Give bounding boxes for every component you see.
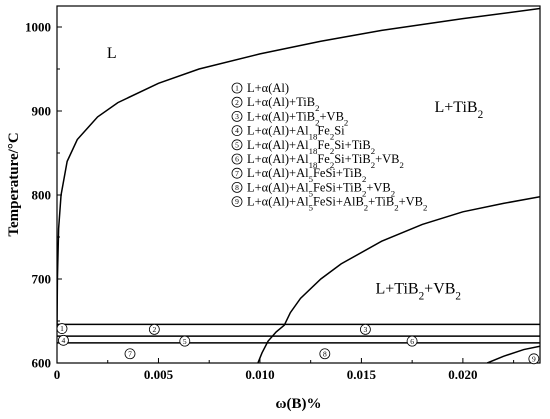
svg-text:5: 5 [183,337,187,346]
svg-text:4: 4 [235,126,239,135]
svg-text:6: 6 [235,155,239,164]
legend-entry-7: L+α(Al)+Al5FeSi+TiB2 [247,166,366,184]
legend-entry-4: L+α(Al)+Al18Fe2Si [247,124,345,142]
legend-marker-6: 6 [231,153,243,165]
phase-boundaries [57,7,540,363]
boundary-line-1 [57,7,540,330]
region-marker-7: 7 [124,348,136,360]
svg-text:7: 7 [128,349,132,358]
x-axis-title: ω(B)% [276,396,322,412]
y-tick-label: 900 [32,104,52,119]
y-tick-label: 800 [32,188,52,203]
x-tick-label: 0.020 [448,367,477,382]
svg-text:9: 9 [532,354,536,363]
svg-text:6: 6 [410,337,414,346]
plot-markers: 1 2 3 4 5 6 7 8 9 [56,323,540,365]
svg-text:3: 3 [364,325,368,334]
legend-entry-9: L+α(Al)+Al5FeSi+AlB2+TiB2+VB2 [247,195,427,213]
legend-marker-2: 2 [231,96,243,108]
boundary-line-2 [257,195,540,363]
svg-text:8: 8 [323,349,327,358]
legend-marker-1: 1 [231,82,243,94]
x-tick-label: 0 [54,367,61,382]
y-tick-label: 600 [32,356,52,371]
legend-marker-4: 4 [231,125,243,137]
legend-entry-1: L+α(Al) [247,81,289,95]
region-marker-3: 3 [360,323,371,335]
svg-text:2: 2 [152,325,156,334]
axis-ticks: 0 0.005 0.010 0.015 0.020 600 700 800 900 1000 [25,20,515,382]
legend-entry-8: L+α(Al)+Al5FeSi+TiB2+VB2 [247,180,395,198]
legend-entry-6: L+α(Al)+Al18Fe2Si+TiB2+VB2 [247,152,404,170]
region-marker-4: 4 [58,334,69,346]
x-tick-label: 0.010 [245,367,274,382]
region-marker-9: 9 [528,353,540,365]
y-axis-title: Temperature/°C [6,132,22,236]
region-marker-1: 1 [56,323,68,334]
legend-entry-3: L+α(Al)+TiB2+VB2 [247,109,348,127]
region-label-2: L+TiB2 [434,99,483,121]
region-marker-5: 5 [179,335,191,347]
legend-marker-3: 3 [231,111,243,122]
plot-frame [56,5,541,364]
legend-marker-8: 8 [231,181,243,193]
legend-marker-7: 7 [231,167,243,179]
legend-entry-2: L+α(Al)+TiB2 [247,95,320,113]
svg-text:2: 2 [235,98,239,107]
region-labels: L L+TiB2 L+TiB2+VB2 [107,45,483,302]
region-marker-2: 2 [148,323,160,335]
svg-text:7: 7 [235,169,239,178]
legend-entry-5: L+α(Al)+Al18Fe2Si+TiB2 [247,138,375,156]
svg-text:8: 8 [235,183,239,192]
svg-text:1: 1 [235,84,239,93]
svg-text:1: 1 [60,324,64,333]
y-tick-label: 700 [32,272,52,287]
svg-text:5: 5 [235,140,239,149]
region-label-3: L+TiB2+VB2 [375,280,461,302]
svg-text:9: 9 [235,197,239,206]
region-marker-6: 6 [406,335,418,347]
boundary-line-6 [486,345,540,363]
region-label-1: L [107,45,117,62]
x-tick-label: 0.015 [347,367,377,382]
x-tick-label: 0.005 [144,367,174,382]
svg-text:4: 4 [62,336,66,345]
y-tick-label: 1000 [25,20,51,35]
svg-text:3: 3 [235,112,239,121]
legend-marker-9: 9 [231,196,243,208]
region-marker-8: 8 [319,348,331,360]
legend-marker-5: 5 [231,139,243,151]
